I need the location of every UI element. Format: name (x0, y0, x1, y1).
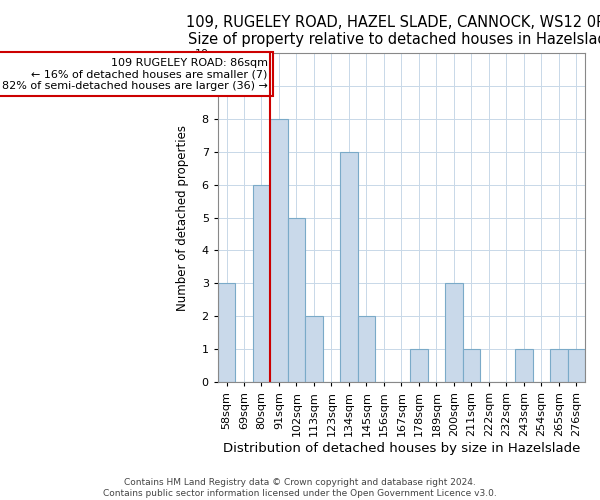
Bar (340, 152, 358, 382)
Bar (218, 284, 235, 382)
Bar (288, 218, 305, 382)
Title: 109, RUGELEY ROAD, HAZEL SLADE, CANNOCK, WS12 0PG
Size of property relative to d: 109, RUGELEY ROAD, HAZEL SLADE, CANNOCK,… (186, 15, 600, 48)
Bar (445, 284, 463, 382)
Bar (515, 350, 533, 382)
Text: 109 RUGELEY ROAD: 86sqm
← 16% of detached houses are smaller (7)
82% of semi-det: 109 RUGELEY ROAD: 86sqm ← 16% of detache… (2, 58, 268, 91)
Bar (358, 316, 375, 382)
Bar (463, 350, 480, 382)
Text: Contains HM Land Registry data © Crown copyright and database right 2024.
Contai: Contains HM Land Registry data © Crown c… (103, 478, 497, 498)
Y-axis label: Number of detached properties: Number of detached properties (176, 124, 189, 310)
Bar (270, 118, 288, 382)
Bar (410, 350, 428, 382)
X-axis label: Distribution of detached houses by size in Hazelslade: Distribution of detached houses by size … (223, 442, 580, 455)
Bar (550, 350, 568, 382)
Bar (253, 184, 270, 382)
Bar (305, 316, 323, 382)
Bar (568, 350, 585, 382)
